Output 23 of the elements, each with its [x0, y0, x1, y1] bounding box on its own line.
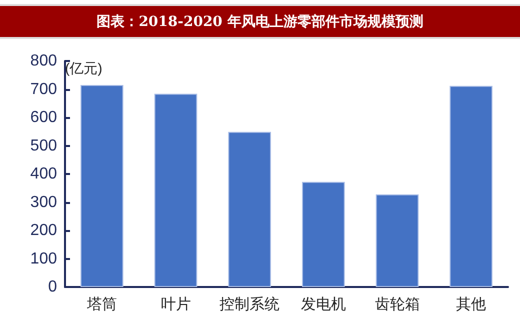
- x-tick-label: 控制系统: [220, 296, 280, 313]
- y-tick-label: 500: [30, 137, 58, 154]
- x-tick-label: 塔筒: [86, 296, 117, 313]
- y-tick-label: 400: [30, 166, 58, 182]
- y-tick-label: 700: [30, 80, 58, 98]
- y-tick-label: 300: [30, 194, 58, 211]
- y-axis-title: (亿元): [65, 60, 102, 76]
- bar: [450, 86, 492, 287]
- y-tick-label: 100: [30, 250, 58, 268]
- y-tick-label: 800: [30, 52, 58, 70]
- y-tick-label: 600: [30, 109, 58, 126]
- bar: [154, 94, 198, 287]
- x-tick-label: 叶片: [160, 296, 191, 313]
- bar: [302, 182, 345, 287]
- bar: [228, 132, 271, 287]
- y-tick-label: 0: [48, 278, 58, 296]
- bar: [376, 194, 419, 287]
- bar: [80, 85, 124, 287]
- x-tick-label: 发电机: [300, 296, 346, 313]
- x-tick-label: 其他: [456, 296, 486, 313]
- x-tick-label: 齿轮箱: [374, 296, 420, 313]
- y-tick-label: 200: [30, 222, 58, 239]
- chart-title: 图表：2018-2020 年风电上游零部件市场规模预测: [0, 4, 520, 39]
